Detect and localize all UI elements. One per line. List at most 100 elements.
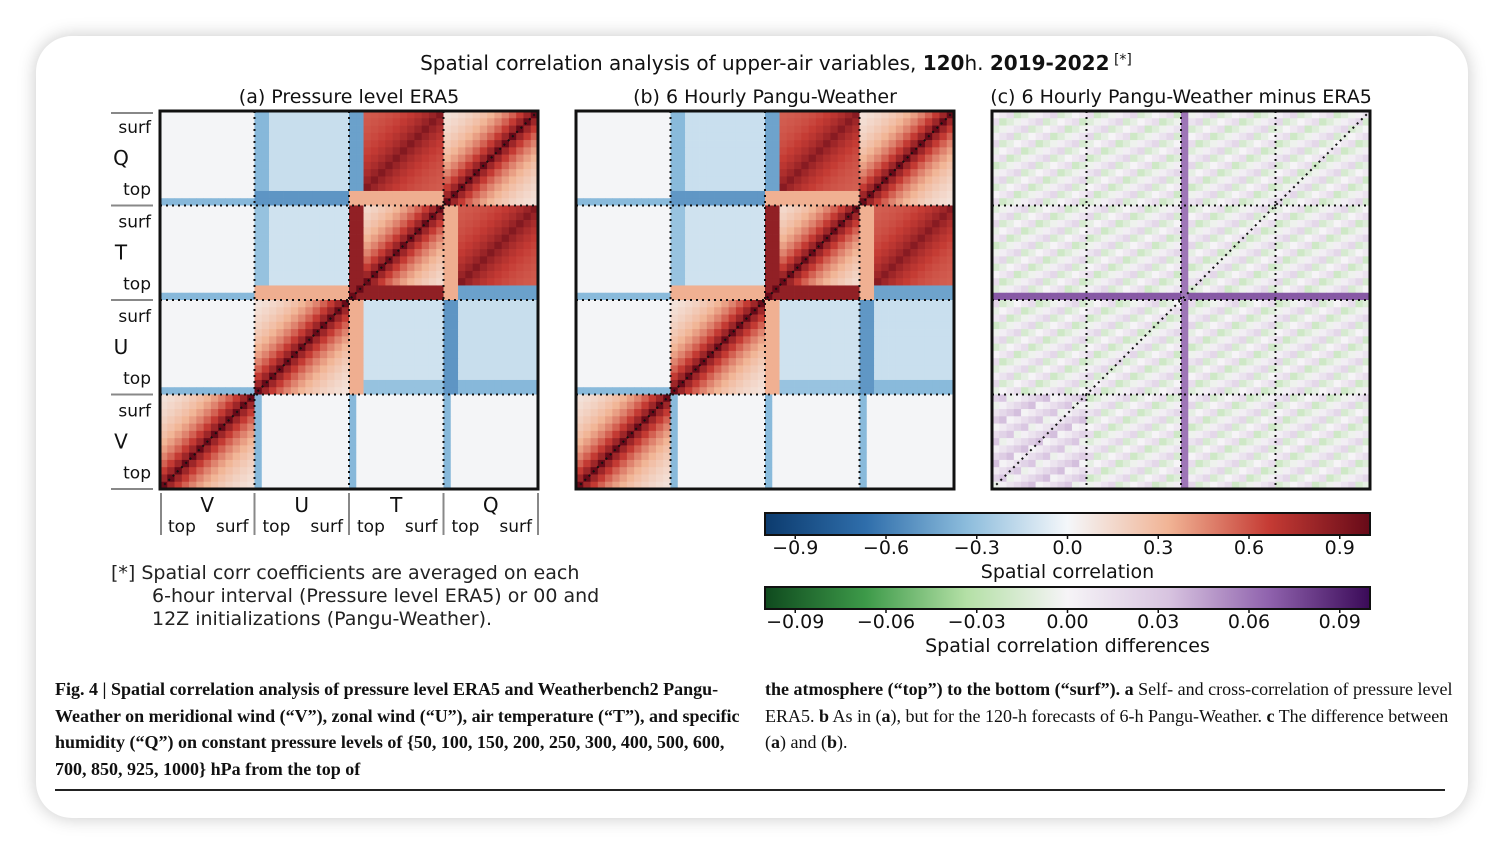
heatmap-cell	[283, 379, 292, 388]
heatmap-cell	[436, 183, 444, 192]
heatmap-cell	[392, 212, 401, 221]
heatmap-cell	[269, 256, 277, 264]
heatmap-cell	[232, 147, 241, 155]
heatmap-cell	[721, 416, 729, 424]
heatmap-cell	[939, 350, 948, 359]
heatmap-cell	[210, 111, 219, 119]
heatmap-cell	[487, 125, 495, 134]
heatmap-cell	[815, 321, 824, 330]
heatmap-cell	[634, 300, 642, 308]
heatmap-cell	[583, 125, 591, 134]
heatmap-cell	[196, 358, 204, 366]
heatmap-cell	[677, 263, 686, 272]
heatmap-cell	[830, 387, 839, 395]
heatmap-cell	[677, 336, 686, 344]
heatmap-cell	[670, 183, 679, 192]
heatmap-cell	[801, 256, 809, 264]
heatmap-cell	[487, 132, 495, 141]
heatmap-cell	[946, 387, 955, 395]
heatmap-cell	[298, 270, 306, 279]
heatmap-cell	[728, 256, 737, 264]
heatmap-cell	[626, 292, 635, 301]
heatmap-cell	[443, 372, 452, 381]
heatmap-cell	[910, 241, 918, 250]
heatmap-cell	[225, 140, 234, 148]
heatmap-cell	[370, 111, 379, 119]
heatmap-cell	[808, 154, 817, 163]
heatmap-cell	[421, 270, 430, 279]
heatmap-cell	[436, 198, 444, 206]
heatmap-cell	[852, 270, 860, 279]
heatmap-cell	[786, 161, 795, 170]
heatmap-cell	[670, 220, 679, 228]
heatmap-cell	[261, 147, 270, 155]
heatmap-cell	[523, 314, 532, 323]
heatmap-cell	[349, 292, 357, 301]
heatmap-cell	[677, 401, 686, 410]
heatmap-cell	[363, 474, 372, 483]
heatmap-cell	[399, 350, 408, 359]
heatmap-cell	[910, 270, 918, 279]
heatmap-cell	[634, 161, 642, 170]
heatmap-cell	[866, 256, 875, 264]
heatmap-cell	[605, 147, 613, 155]
heatmap-cell	[801, 278, 809, 286]
heatmap-cell	[487, 445, 495, 453]
heatmap-cell	[407, 372, 415, 381]
heatmap-cell	[312, 249, 321, 257]
heatmap-cell	[859, 321, 868, 330]
heatmap-cell	[634, 154, 642, 163]
heatmap-cell	[648, 278, 657, 286]
heatmap-cell	[298, 111, 306, 119]
heatmap-cell	[443, 329, 452, 337]
heatmap-cell	[910, 132, 918, 141]
heatmap-cell	[508, 169, 517, 177]
heatmap-cell	[794, 343, 802, 352]
heatmap-cell	[728, 343, 737, 352]
heatmap-cell	[772, 263, 780, 272]
heatmap-cell	[917, 409, 926, 417]
heatmap-cell	[196, 176, 204, 185]
heatmap-cell	[655, 161, 664, 170]
heatmap-cell	[239, 467, 248, 475]
heatmap-cell	[830, 176, 839, 185]
heatmap-cell	[225, 329, 234, 337]
heatmap-cell	[815, 220, 824, 228]
heatmap-cell	[232, 205, 241, 214]
heatmap-cell	[874, 169, 882, 177]
heatmap-cell	[356, 438, 364, 446]
heatmap-cell	[772, 416, 780, 424]
heatmap-cell	[458, 423, 466, 432]
heatmap-cell	[808, 343, 817, 352]
heatmap-cell	[487, 358, 495, 366]
heatmap-cell	[663, 379, 671, 388]
heatmap-cell	[612, 111, 620, 119]
heatmap-cell	[779, 249, 788, 257]
heatmap-cell	[772, 409, 780, 417]
heatmap-cell	[239, 358, 248, 366]
heatmap-cell	[167, 300, 175, 308]
heatmap-cell	[743, 278, 751, 286]
heatmap-cell	[852, 227, 860, 235]
heatmap-cell	[341, 438, 350, 446]
heatmap-cell	[399, 198, 408, 206]
heatmap-cell	[189, 481, 197, 490]
heatmap-cell	[428, 118, 437, 126]
heatmap-cell	[239, 438, 248, 446]
heatmap-cell	[808, 292, 817, 301]
heatmap-cell	[597, 241, 606, 250]
heatmap-cell	[363, 161, 372, 170]
heatmap-cell	[276, 147, 284, 155]
heatmap-cell	[319, 409, 328, 417]
heatmap-cell	[619, 285, 628, 294]
heatmap-cell	[465, 205, 473, 214]
heatmap-cell	[605, 285, 613, 294]
heatmap-cell	[844, 256, 853, 264]
heatmap-cell	[714, 270, 722, 279]
heatmap-cell	[576, 278, 584, 286]
heatmap-cell	[852, 220, 860, 228]
heatmap-cell	[450, 350, 459, 359]
heatmap-cell	[590, 169, 599, 177]
heatmap-cell	[254, 118, 263, 126]
heatmap-cell	[932, 256, 940, 264]
